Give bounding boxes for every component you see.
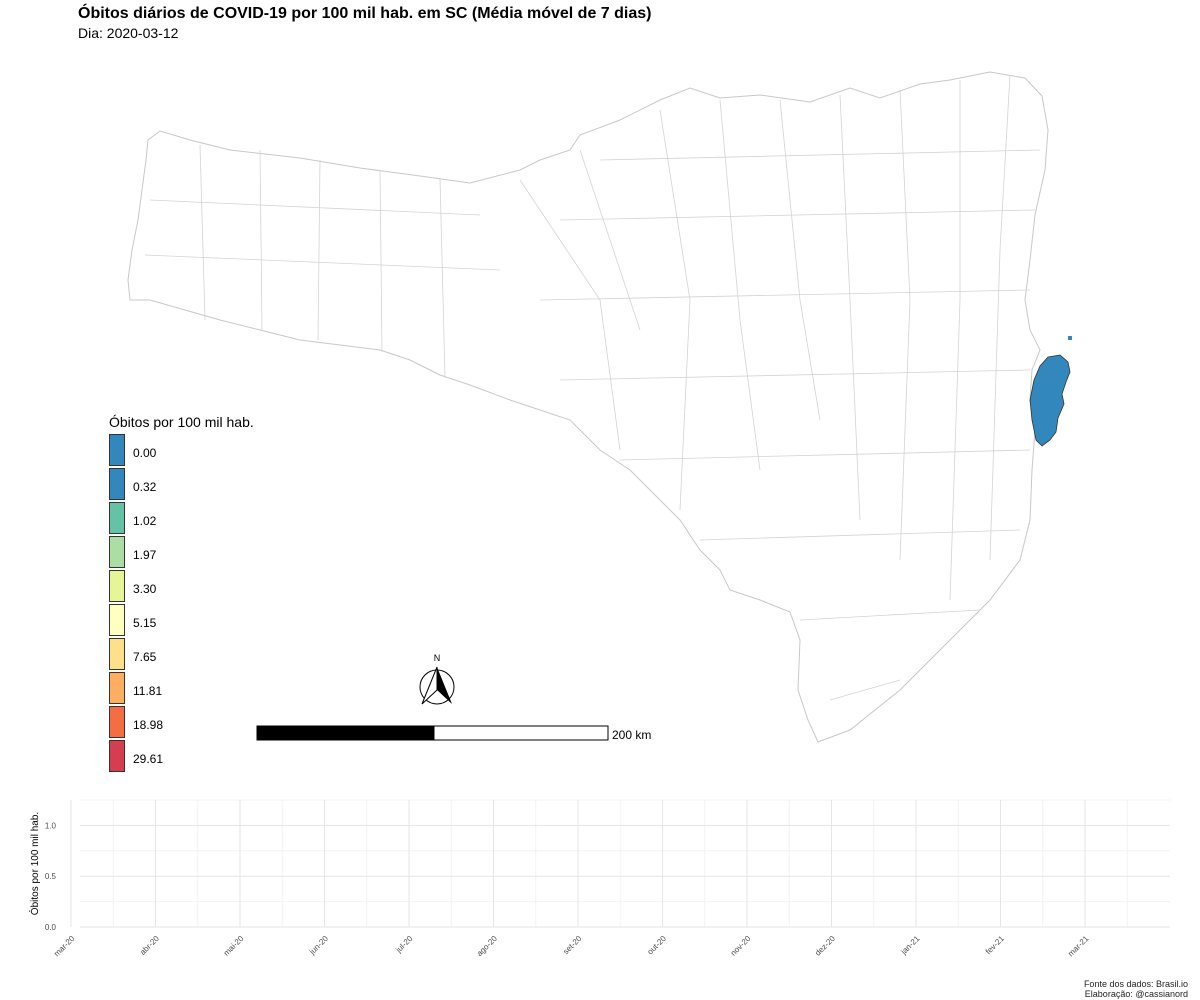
legend-swatch <box>109 740 125 772</box>
legend-label: 1.02 <box>133 514 157 528</box>
legend-label: 0.00 <box>133 446 157 460</box>
author-credit: Elaboração: @cassianord <box>1084 989 1188 999</box>
legend-swatch <box>109 536 125 568</box>
y-axis-label: Óbitos por 100 mil hab. <box>28 812 41 915</box>
legend-label: 1.97 <box>133 548 157 562</box>
x-tick-label: mai-20 <box>222 934 246 958</box>
legend-swatch <box>109 502 125 534</box>
legend-label: 29.61 <box>133 752 164 766</box>
x-tick-label: jul-20 <box>393 934 414 955</box>
highlighted-municipality[interactable] <box>1029 354 1071 447</box>
chart-title: Óbitos diários de COVID-19 por 100 mil h… <box>78 5 652 22</box>
x-tick-label: jun-20 <box>307 934 330 957</box>
legend-label: 7.65 <box>133 650 157 664</box>
scale-bar <box>256 725 609 741</box>
y-tick-label: 0.0 <box>45 923 57 932</box>
legend-swatch <box>109 434 125 466</box>
municipality-borders <box>144 74 1041 701</box>
map-canvas: N <box>127 71 1072 743</box>
north-arrow: N <box>419 653 455 705</box>
y-tick-label: 1.0 <box>45 821 57 830</box>
time-series-chart: mar-20 abr-20 mai-20 jun-20 jul-20 ago-20 set-… <box>28 799 1170 959</box>
legend-label: 3.30 <box>133 582 157 596</box>
x-tick-label: abr-20 <box>138 934 161 957</box>
x-tick-label: ago-20 <box>475 934 499 958</box>
legend-label: 18.98 <box>133 718 164 732</box>
svg-text:N: N <box>434 653 441 663</box>
x-tick-label: fev-21 <box>984 934 1006 956</box>
x-tick-label: jan-21 <box>899 934 922 957</box>
legend-label: 0.32 <box>133 480 157 494</box>
x-tick-label: set-20 <box>561 934 583 956</box>
data-source: Fonte dos dados: Brasil.io <box>1083 979 1188 989</box>
scale-bar-label: 200 km <box>612 728 652 742</box>
legend-swatch <box>109 638 125 670</box>
x-tick-label: mar-21 <box>1066 934 1091 959</box>
legend-label: 5.15 <box>133 616 157 630</box>
x-tick-label: dez-20 <box>813 934 837 958</box>
x-tick-label: nov-20 <box>729 934 753 958</box>
chart-subtitle: Dia: 2020-03-12 <box>78 25 179 41</box>
legend-label: 11.81 <box>133 684 163 698</box>
legend-swatch <box>109 468 125 500</box>
x-tick-label: mar-20 <box>52 934 77 959</box>
legend-swatch <box>109 706 125 738</box>
legend-swatch <box>109 604 125 636</box>
legend-title: Óbitos por 100 mil hab. <box>109 414 254 430</box>
island-islet <box>1068 336 1072 340</box>
legend-swatch <box>109 672 125 704</box>
state-outline <box>127 71 1049 743</box>
legend-swatch <box>109 570 125 602</box>
y-tick-label: 0.5 <box>45 872 57 881</box>
x-tick-label: out-20 <box>646 934 669 957</box>
